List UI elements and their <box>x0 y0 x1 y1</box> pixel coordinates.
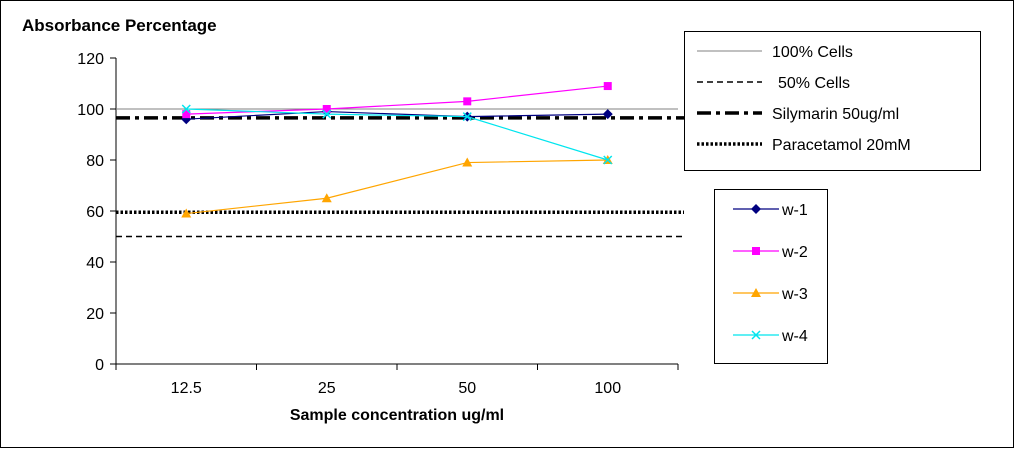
legend-label: 100% Cells <box>772 44 853 61</box>
y-tick-label: 0 <box>95 357 104 374</box>
legend-label: Silymarin 50ug/ml <box>772 106 899 123</box>
x-tick-label: 12.5 <box>171 380 202 397</box>
series-group <box>181 82 613 218</box>
data-point <box>181 208 192 218</box>
x-axis: 12.5 25 50 100 <box>115 363 679 397</box>
legend-label: w-1 <box>781 202 808 219</box>
legend-reference-lines: 100% Cells 50% Cells Silymarin 50ug/ml Para… <box>684 31 981 171</box>
data-point <box>462 112 472 122</box>
series-line <box>186 110 608 120</box>
y-tick-label: 60 <box>86 204 104 221</box>
data-point <box>322 105 331 113</box>
data-point <box>603 155 613 165</box>
data-point-stroke <box>462 112 472 122</box>
y-tick-label: 40 <box>86 255 104 272</box>
series-w-4 <box>181 104 613 165</box>
y-tick-label: 20 <box>86 306 104 323</box>
legend-label: 50% Cells <box>778 75 850 92</box>
legend-label: w-2 <box>781 244 808 261</box>
data-point <box>463 97 472 106</box>
legend-series: w-1 w-2 w-3 w-4 <box>714 189 828 364</box>
data-point <box>321 193 332 203</box>
legend-label: w-3 <box>781 286 808 303</box>
series-line <box>186 159 608 215</box>
data-point <box>602 109 613 120</box>
y-tick-label: 80 <box>86 153 104 170</box>
x-tick-label: 50 <box>458 380 476 397</box>
data-point <box>751 288 761 297</box>
data-point-stroke <box>603 155 613 165</box>
data-point-stroke <box>322 109 332 119</box>
data-point <box>182 110 191 119</box>
chart-title: Absorbance Percentage <box>22 16 217 35</box>
legend-label: w-4 <box>781 328 808 345</box>
data-point <box>462 157 473 167</box>
data-point <box>181 104 191 114</box>
legend-series-box <box>714 189 828 364</box>
data-point <box>751 330 761 340</box>
x-tick-label: 100 <box>594 380 621 397</box>
legend-reference-box <box>684 31 981 171</box>
series-line <box>186 108 608 161</box>
y-tick-label: 120 <box>77 51 104 68</box>
y-tick-label: 100 <box>77 102 104 119</box>
data-point <box>603 82 612 91</box>
data-point-stroke <box>181 104 191 114</box>
x-tick-label: 25 <box>318 380 336 397</box>
data-point-stroke <box>751 330 761 340</box>
legend-label: Paracetamol 20mM <box>772 137 911 154</box>
data-point <box>751 204 761 214</box>
x-axis-label: Sample concentration ug/ml <box>290 407 504 424</box>
data-point <box>322 109 332 119</box>
data-point <box>752 247 760 255</box>
